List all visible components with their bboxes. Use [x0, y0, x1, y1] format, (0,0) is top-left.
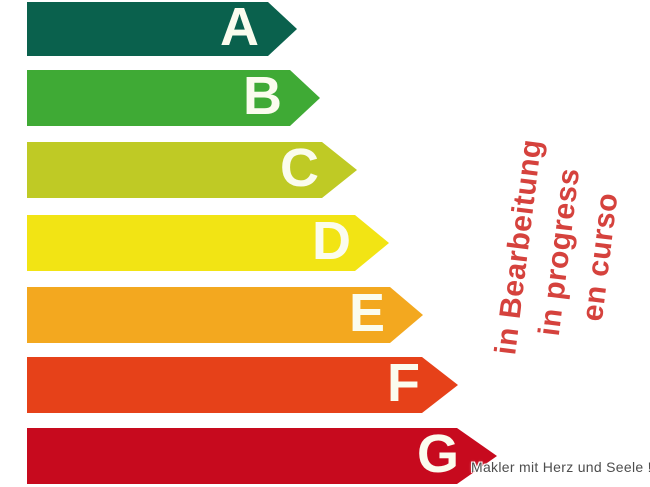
- energy-class-letter-d: D: [312, 210, 351, 271]
- energy-arrow-e: E: [27, 287, 423, 343]
- energy-class-letter-f: F: [387, 352, 420, 413]
- energy-arrow-d: D: [27, 215, 389, 271]
- energy-arrow-c: C: [27, 142, 357, 198]
- energy-class-letter-a: A: [220, 0, 259, 57]
- energy-arrow-b: B: [27, 70, 320, 126]
- energy-class-letter-g: G: [416, 423, 459, 484]
- energy-arrow-f: F: [27, 357, 458, 413]
- energy-class-letter-e: E: [348, 282, 385, 343]
- brand-watermark: Makler mit Herz und Seele !: [471, 459, 650, 475]
- energy-class-letter-b: B: [243, 65, 282, 126]
- status-note-rotated: in Bearbeitung in progress en curso: [483, 115, 638, 388]
- energy-class-letter-c: C: [280, 137, 319, 198]
- energy-arrow-g: G: [27, 428, 497, 484]
- energy-arrow-a: A: [27, 2, 297, 56]
